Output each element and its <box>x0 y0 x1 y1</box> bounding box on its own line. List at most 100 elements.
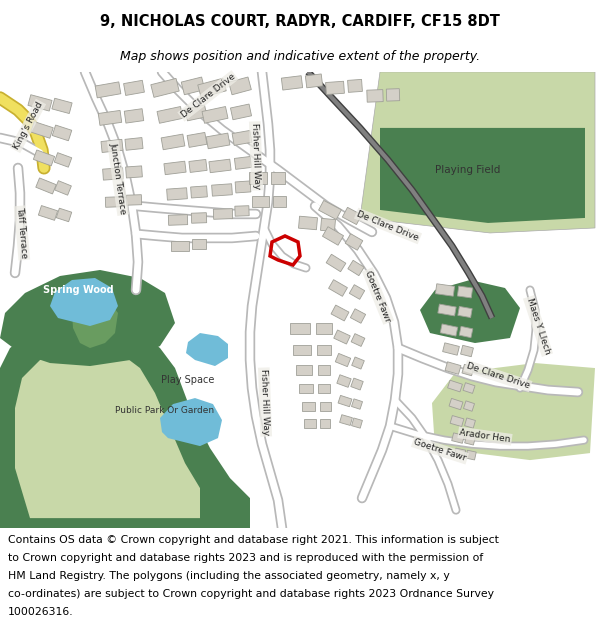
Polygon shape <box>420 280 520 343</box>
Bar <box>331 305 349 321</box>
Bar <box>212 184 232 196</box>
Bar <box>198 78 226 98</box>
Text: King's Road: King's Road <box>11 101 44 151</box>
Bar <box>151 78 179 98</box>
Bar <box>124 109 144 123</box>
Bar <box>191 186 208 198</box>
Text: Map shows position and indicative extent of the property.: Map shows position and indicative extent… <box>120 49 480 62</box>
Bar <box>463 382 475 393</box>
Bar <box>98 111 122 126</box>
Bar <box>461 346 473 357</box>
Polygon shape <box>50 278 118 326</box>
Text: Arador Hen: Arador Hen <box>459 428 511 444</box>
Bar <box>229 77 251 95</box>
Bar <box>36 178 56 194</box>
Bar <box>343 208 362 224</box>
Polygon shape <box>380 128 585 223</box>
Bar <box>464 435 475 445</box>
Bar <box>206 133 230 149</box>
Bar <box>352 399 362 409</box>
Bar <box>34 150 55 166</box>
Bar <box>458 306 472 318</box>
Text: Junction Terrace: Junction Terrace <box>109 141 128 214</box>
Bar <box>302 401 314 411</box>
Bar <box>235 181 251 193</box>
Text: De Clare Drive: De Clare Drive <box>179 72 237 120</box>
Bar <box>320 218 335 231</box>
Bar <box>230 104 251 120</box>
Polygon shape <box>0 270 175 366</box>
Bar <box>232 131 252 146</box>
Text: Taff Terrace: Taff Terrace <box>15 207 29 259</box>
Bar <box>52 125 72 141</box>
Bar <box>52 98 72 114</box>
Bar <box>167 188 187 200</box>
Text: 9, NICHOLAS COURT, RADYR, CARDIFF, CF15 8DT: 9, NICHOLAS COURT, RADYR, CARDIFF, CF15 … <box>100 14 500 29</box>
Bar <box>349 284 365 299</box>
Bar <box>319 201 341 219</box>
Bar <box>457 286 473 298</box>
Bar <box>185 105 207 121</box>
Polygon shape <box>15 346 200 518</box>
Bar <box>56 208 72 222</box>
Bar <box>54 152 72 168</box>
Text: Contains OS data © Crown copyright and database right 2021. This information is : Contains OS data © Crown copyright and d… <box>8 535 499 545</box>
Text: to Crown copyright and database rights 2023 and is reproduced with the permissio: to Crown copyright and database rights 2… <box>8 553 483 563</box>
Text: Fisher Hill Way: Fisher Hill Way <box>250 122 262 189</box>
Bar <box>235 156 251 169</box>
Bar <box>351 334 365 346</box>
Bar <box>293 345 311 355</box>
Text: HM Land Registry. The polygons (including the associated geometry, namely x, y: HM Land Registry. The polygons (includin… <box>8 571 449 581</box>
Text: Maes Y Llech: Maes Y Llech <box>524 297 551 355</box>
Bar <box>348 260 364 276</box>
Bar <box>329 279 347 296</box>
Bar <box>320 419 330 428</box>
Bar <box>171 241 189 251</box>
Bar <box>272 196 286 208</box>
Text: Goetre Fawr: Goetre Fawr <box>364 269 392 323</box>
Bar <box>290 322 310 334</box>
Bar <box>127 194 142 205</box>
Bar <box>192 239 206 249</box>
Bar <box>125 138 143 150</box>
Bar <box>443 343 460 355</box>
Polygon shape <box>432 363 595 460</box>
Bar <box>28 95 52 111</box>
Bar <box>448 380 463 392</box>
Bar <box>438 304 456 316</box>
Bar <box>103 168 124 180</box>
Bar <box>296 365 312 375</box>
Bar <box>38 206 58 221</box>
Bar <box>164 161 186 174</box>
Text: De Clare Drive: De Clare Drive <box>356 209 420 242</box>
Bar <box>463 401 475 411</box>
Polygon shape <box>360 72 595 233</box>
Bar <box>462 364 474 376</box>
Bar <box>271 172 285 184</box>
Bar <box>452 433 464 443</box>
Bar <box>367 89 383 102</box>
Bar <box>318 365 330 375</box>
Bar <box>125 166 142 178</box>
Bar <box>161 134 185 150</box>
Bar <box>459 326 473 338</box>
Bar <box>235 206 249 216</box>
Bar <box>436 284 455 296</box>
Text: Play Space: Play Space <box>161 375 215 385</box>
Bar <box>191 213 206 223</box>
Bar <box>202 106 228 123</box>
Bar <box>209 159 231 172</box>
Bar <box>352 357 364 369</box>
Bar <box>249 172 267 184</box>
Bar <box>299 384 313 392</box>
Bar <box>347 79 362 92</box>
Bar <box>169 214 188 225</box>
Bar <box>449 398 463 410</box>
Bar <box>334 330 350 344</box>
Polygon shape <box>0 318 250 528</box>
Bar <box>340 415 352 426</box>
Bar <box>317 345 331 355</box>
Bar <box>466 450 476 460</box>
Bar <box>304 419 316 428</box>
Bar <box>124 81 145 96</box>
